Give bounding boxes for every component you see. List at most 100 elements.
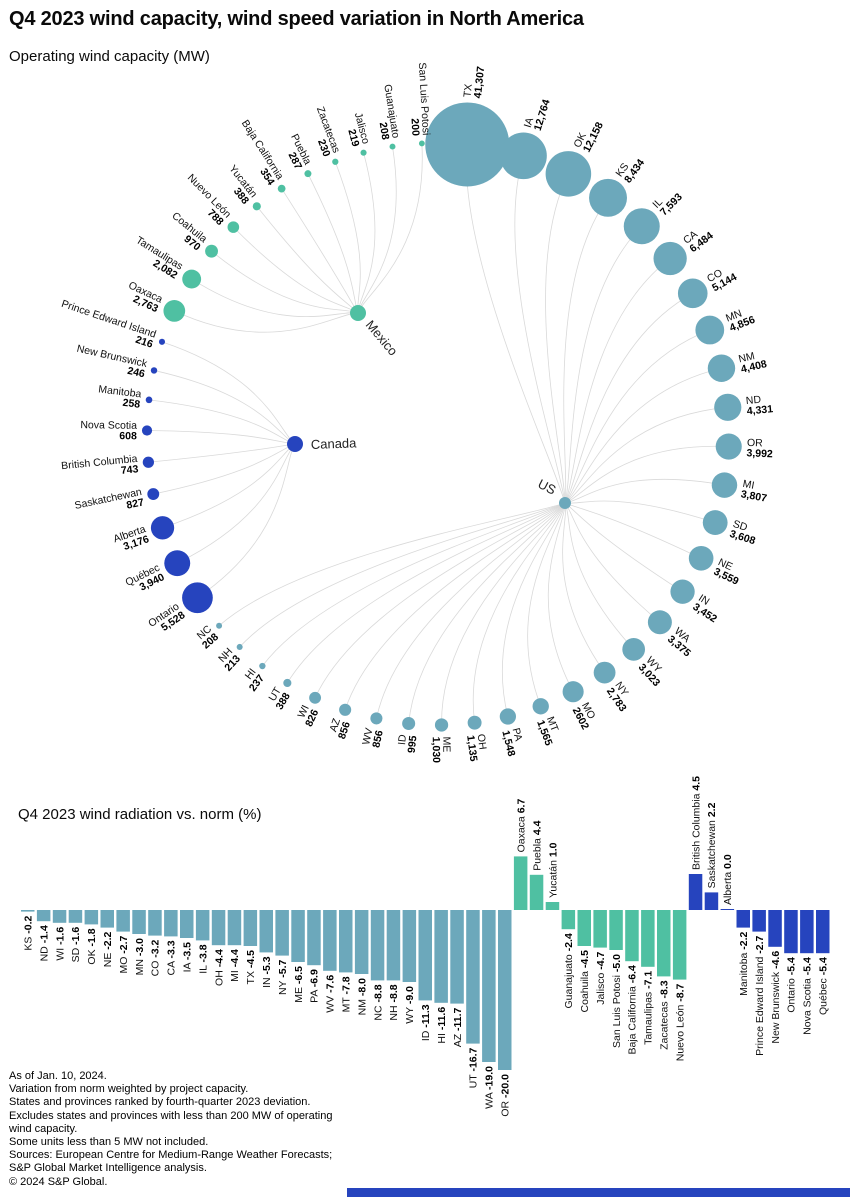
bar-label-NE: NE -2.2: [102, 931, 114, 967]
bubble-label-IN: IN3,452: [690, 592, 724, 625]
bar-IL: [195, 910, 210, 941]
bar-label-ID: ID -11.3: [420, 1004, 432, 1041]
bar-group-US: KS -0.2ND -1.4 WI -1.6 SD -1.6 OK -1.8 NE -2…: [21, 910, 512, 1117]
bar-label-Québec: Québec -5.4: [818, 957, 830, 1015]
link-San Luis Potosi: [357, 143, 423, 314]
bar-Oaxaca: [513, 856, 528, 910]
bar-WV: [323, 910, 337, 971]
link-Prince Edward Island: [161, 341, 296, 445]
bar-label-OK: OK -1.8: [86, 928, 98, 964]
bubble-Québec: [164, 550, 191, 577]
bar-AZ: [450, 910, 464, 1004]
link-IA: [514, 155, 566, 504]
bar-label-HI: HI -11.6: [436, 1007, 448, 1044]
bar-ND: [36, 910, 51, 922]
bubble-label-WA: WA3,375: [665, 625, 700, 659]
bar-Ontario: [784, 910, 798, 954]
bar-group-Canada: British Columbia 4.5 Saskatchewan 2.2 Albe…: [688, 776, 830, 1056]
bubble-Manitoba: [145, 396, 153, 404]
bubble-Guanajuato: [389, 143, 396, 150]
bubble-CO: [677, 278, 708, 309]
link-OH: [472, 502, 566, 723]
bar-San Luis Potosi: [609, 910, 623, 950]
bar-label-Coahuila: Coahuila -4.5: [579, 950, 591, 1013]
bottom-rule: [347, 1188, 850, 1197]
bubble-Prince Edward Island: [158, 338, 166, 345]
bubble-label-Tamaulipas: Tamaulipas2,082: [128, 234, 185, 281]
bar-Saskatchewan: [704, 892, 719, 910]
bar-label-PA: PA -6.9: [309, 969, 321, 1003]
bar-label-WI: WI -1.6: [54, 927, 66, 961]
link-ND: [564, 406, 728, 504]
bubble-label-ID: ID995: [395, 734, 419, 754]
bar-label-MT: MT -7.8: [341, 976, 353, 1012]
footnote-line-6: Sources: European Centre for Medium-Rang…: [9, 1149, 333, 1162]
bubble-NC: [216, 622, 223, 629]
bar-Jalisco: [593, 910, 607, 948]
bar-NH: [386, 910, 401, 981]
link-British Columbia: [148, 443, 296, 463]
bubble-label-Nova Scotia: Nova Scotia608: [80, 419, 137, 442]
bubble-label-SD: SD3,608: [728, 518, 760, 547]
footnote-line-4: wind capacity.: [9, 1122, 78, 1135]
bubble-label-CA: CA6,484: [681, 221, 716, 255]
bubble-label-OH: OH1,135: [464, 733, 490, 762]
bar-label-Puebla: Puebla 4.4: [531, 820, 543, 870]
bubble-label-KS: KS8,434: [614, 151, 648, 186]
bubble-labels: TX41,307 IA12,764 OK12,158KS8,434IL7,593CA…: [60, 62, 774, 763]
bubble-WI: [309, 691, 322, 704]
link-MT: [527, 502, 566, 707]
bar-MT: [339, 910, 353, 973]
bubble-label-WY: WY3,023: [636, 654, 670, 689]
footnote-line-0: As of Jan. 10, 2024.: [9, 1070, 107, 1082]
bubble-WY: [622, 638, 646, 661]
bubble-PA: [499, 708, 516, 725]
link-Puebla: [307, 173, 359, 314]
bubble-MI: [711, 472, 738, 498]
bar-label-IL: IL -3.8: [197, 944, 209, 974]
bar-NE: [100, 910, 114, 928]
link-Manitoba: [148, 399, 296, 445]
link-Saskatchewan: [153, 443, 296, 495]
bar-label-OR: OR -20.0: [500, 1074, 512, 1117]
bubble-New Brunswick: [150, 367, 158, 374]
bubble-label-Ontario: Ontario5,528: [146, 600, 187, 638]
bar-label-Alberta: Alberta 0.0: [722, 854, 734, 905]
bubble-label-NE: NE3,559: [712, 556, 746, 588]
bar-Coahuila: [577, 910, 591, 946]
hub-label-Mexico: Mexico: [363, 317, 401, 358]
bubble-label-CO: CO5,144: [705, 262, 739, 294]
bar-label-Jalisco: Jalisco -4.7: [595, 951, 607, 1004]
bubble-label-ND: ND4,331: [745, 393, 773, 418]
bubble-label-Zacatecas: Zacatecas230: [304, 105, 342, 158]
bubble-IN: [670, 579, 695, 604]
bubble-Nova Scotia: [141, 425, 153, 436]
bar-label-WY: WY -9.0: [404, 986, 416, 1024]
bar-label-San Luis Potosi: San Luis Potosi -5.0: [611, 954, 623, 1048]
bubble-OR: [715, 433, 742, 460]
bar-label-AZ: AZ -11.7: [452, 1007, 464, 1047]
hub-Canada: [287, 436, 303, 452]
bar-Baja California: [625, 910, 639, 962]
bar-Manitoba: [736, 910, 750, 928]
bubbles: [141, 102, 742, 732]
hub-label-US: US: [536, 476, 559, 498]
bubble-label-Saskatchewan: Saskatchewan827: [74, 486, 146, 522]
link-NM: [564, 367, 722, 504]
link-AZ: [344, 502, 566, 710]
bubble-NH: [236, 643, 243, 650]
bubble-label-IL: IL7,593: [650, 184, 685, 219]
bar-label-KS: KS -0.2: [23, 915, 35, 950]
bubble-Puebla: [304, 170, 312, 178]
bar-label-Baja California: Baja California -6.4: [627, 965, 639, 1054]
bubble-label-New Brunswick: New Brunswick246: [73, 343, 149, 381]
bubble-label-AZ: AZ856: [326, 716, 353, 740]
footnote-line-5: Some units less than 5 MW not included.: [9, 1136, 209, 1149]
link-Ontario: [197, 443, 296, 599]
link-WY: [564, 502, 634, 650]
bar-Yucatán: [545, 902, 560, 910]
bar-label-CO: CO -3.2: [150, 939, 162, 976]
bar-group-Mexico: Oaxaca 6.7 Puebla 4.4 Yucatán 1.0 Guanajuat…: [513, 799, 686, 1061]
bubble-MO: [562, 681, 584, 703]
bubble-label-OR: OR3,992: [746, 437, 773, 461]
